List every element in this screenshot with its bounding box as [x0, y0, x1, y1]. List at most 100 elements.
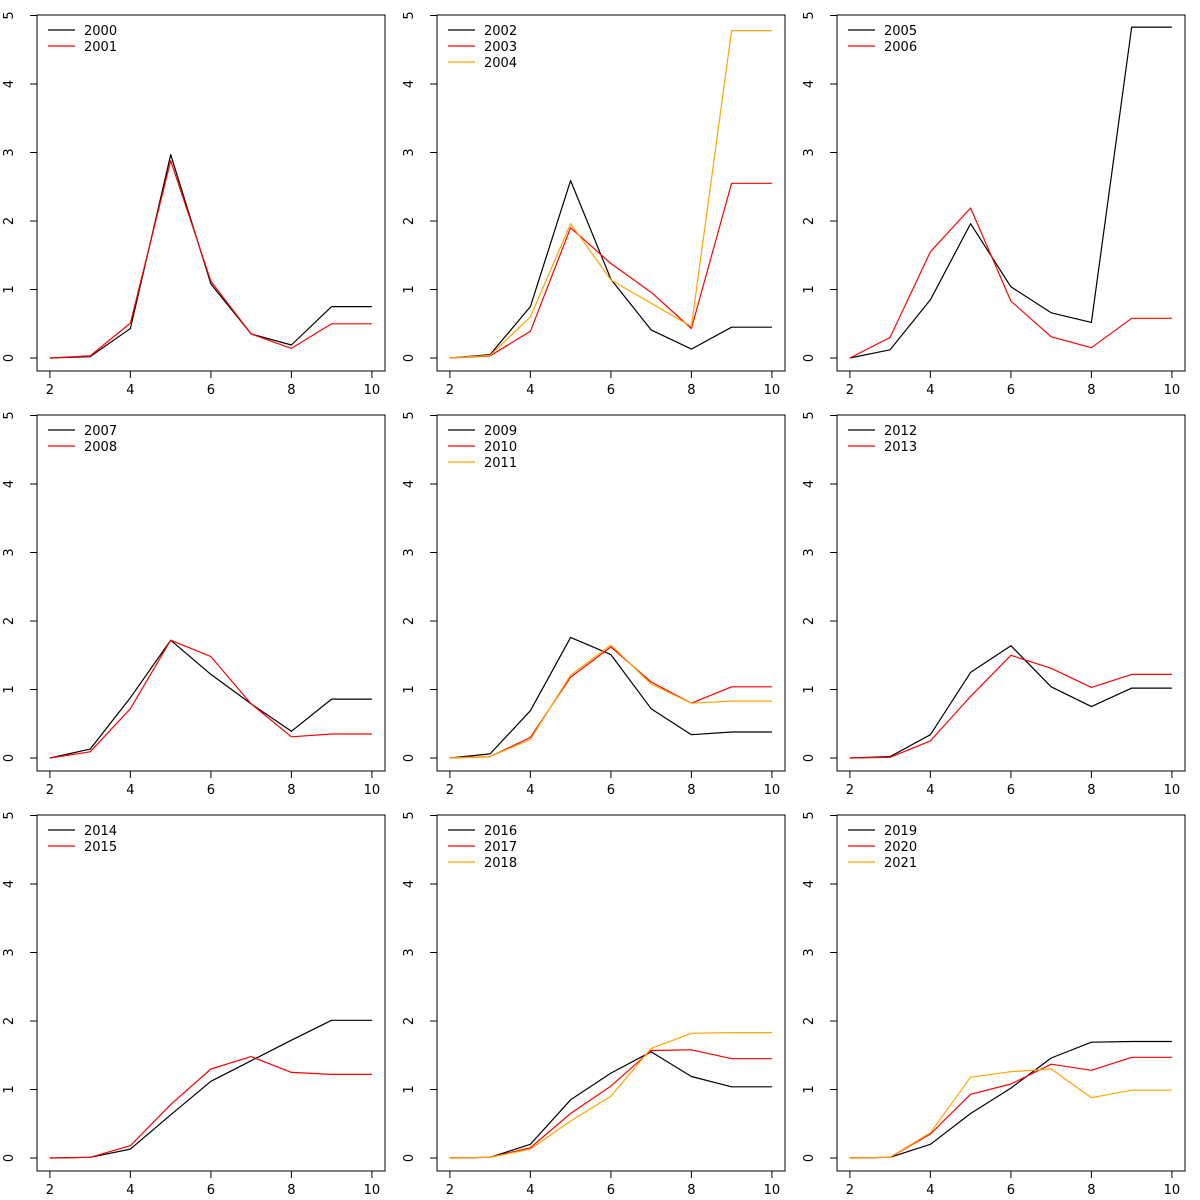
- y-tick-label: 0: [2, 1154, 17, 1162]
- x-tick-label: 8: [687, 1183, 695, 1198]
- y-tick-label: 2: [402, 217, 417, 225]
- series-line-2003: [449, 182, 772, 359]
- y-tick-label: 4: [802, 880, 817, 888]
- y-tick-label: 0: [802, 754, 817, 762]
- y-tick-label: 5: [802, 811, 817, 819]
- x-tick-label: 4: [926, 783, 934, 798]
- series-line-2019: [849, 1040, 1172, 1159]
- series-line-2007: [49, 639, 372, 759]
- x-tick-label: 6: [207, 783, 215, 798]
- x-tick-label: 10: [364, 783, 381, 798]
- series-line-2021: [849, 1068, 1172, 1159]
- legend-label: 2003: [484, 40, 517, 55]
- series-line-2017: [449, 1049, 772, 1159]
- x-tick-label: 2: [846, 383, 854, 398]
- x-tick-label: 6: [207, 1183, 215, 1198]
- y-tick-label: 3: [2, 548, 17, 556]
- y-tick-label: 5: [402, 411, 417, 419]
- x-tick-label: 10: [1164, 1183, 1181, 1198]
- y-tick-label: 5: [2, 811, 17, 819]
- x-tick-label: 10: [364, 1183, 381, 1198]
- x-tick-label: 8: [687, 783, 695, 798]
- series-line-2004: [449, 30, 772, 359]
- y-tick-label: 1: [402, 285, 417, 293]
- y-tick-label: 3: [802, 148, 817, 156]
- x-tick-label: 4: [926, 1183, 934, 1198]
- y-tick-label: 5: [402, 811, 417, 819]
- x-tick-label: 4: [126, 383, 134, 398]
- legend-label: 2006: [884, 40, 917, 55]
- y-tick-label: 2: [2, 1017, 17, 1025]
- y-tick-label: 3: [802, 948, 817, 956]
- x-tick-label: 10: [764, 783, 781, 798]
- series-line-2016: [449, 1051, 772, 1159]
- series-line-2014: [49, 1019, 372, 1159]
- y-tick-label: 2: [402, 1017, 417, 1025]
- x-tick-label: 4: [526, 383, 534, 398]
- x-tick-label: 4: [126, 783, 134, 798]
- x-tick-label: 4: [526, 783, 534, 798]
- series-line-2010: [449, 646, 772, 759]
- y-tick-label: 4: [402, 80, 417, 88]
- legend-label: 2017: [484, 840, 517, 855]
- y-tick-label: 1: [802, 685, 817, 693]
- y-tick-label: 4: [402, 480, 417, 488]
- x-tick-label: 4: [526, 1183, 534, 1198]
- y-tick-label: 5: [802, 411, 817, 419]
- y-tick-label: 0: [2, 354, 17, 362]
- x-tick-label: 8: [287, 383, 295, 398]
- series-line-2001: [49, 160, 372, 359]
- series-line-2018: [449, 1031, 772, 1159]
- legend-label: 2014: [84, 824, 117, 839]
- y-tick-label: 4: [2, 80, 17, 88]
- y-tick-label: 2: [2, 217, 17, 225]
- x-tick-label: 2: [446, 783, 454, 798]
- legend-label: 2002: [484, 24, 517, 39]
- series-line-2012: [849, 645, 1172, 759]
- y-tick-label: 0: [402, 754, 417, 762]
- series-line-2005: [849, 26, 1172, 359]
- plot-frame: [36, 814, 386, 1172]
- x-tick-label: 8: [287, 783, 295, 798]
- legend-label: 2011: [484, 456, 517, 471]
- y-tick-label: 3: [2, 148, 17, 156]
- y-tick-label: 5: [2, 11, 17, 19]
- x-tick-label: 6: [607, 783, 615, 798]
- x-tick-label: 6: [1007, 383, 1015, 398]
- legend-label: 2004: [484, 56, 517, 71]
- y-tick-label: 4: [2, 880, 17, 888]
- y-tick-label: 1: [402, 1085, 417, 1093]
- x-tick-label: 6: [1007, 1183, 1015, 1198]
- y-tick-label: 3: [402, 548, 417, 556]
- x-tick-label: 10: [1164, 383, 1181, 398]
- x-tick-label: 6: [607, 383, 615, 398]
- series-line-2009: [449, 636, 772, 759]
- x-tick-label: 6: [607, 1183, 615, 1198]
- plot-frame: [836, 414, 1186, 772]
- x-tick-label: 8: [1087, 783, 1095, 798]
- series-line-2011: [449, 644, 772, 759]
- x-tick-label: 10: [764, 1183, 781, 1198]
- y-tick-label: 0: [2, 754, 17, 762]
- y-tick-label: 3: [2, 948, 17, 956]
- legend-label: 2005: [884, 24, 917, 39]
- x-tick-label: 2: [46, 383, 54, 398]
- y-tick-label: 2: [802, 617, 817, 625]
- y-tick-label: 0: [802, 354, 817, 362]
- y-tick-label: 2: [2, 617, 17, 625]
- y-tick-label: 3: [802, 548, 817, 556]
- legend-label: 2007: [84, 424, 117, 439]
- x-tick-label: 10: [364, 383, 381, 398]
- x-tick-label: 8: [287, 1183, 295, 1198]
- plot-frame: [836, 14, 1186, 372]
- y-tick-label: 1: [2, 1085, 17, 1093]
- x-tick-label: 6: [207, 383, 215, 398]
- legend-label: 2010: [484, 440, 517, 455]
- legend-label: 2015: [84, 840, 117, 855]
- plot-frame: [36, 14, 386, 372]
- x-tick-label: 2: [446, 383, 454, 398]
